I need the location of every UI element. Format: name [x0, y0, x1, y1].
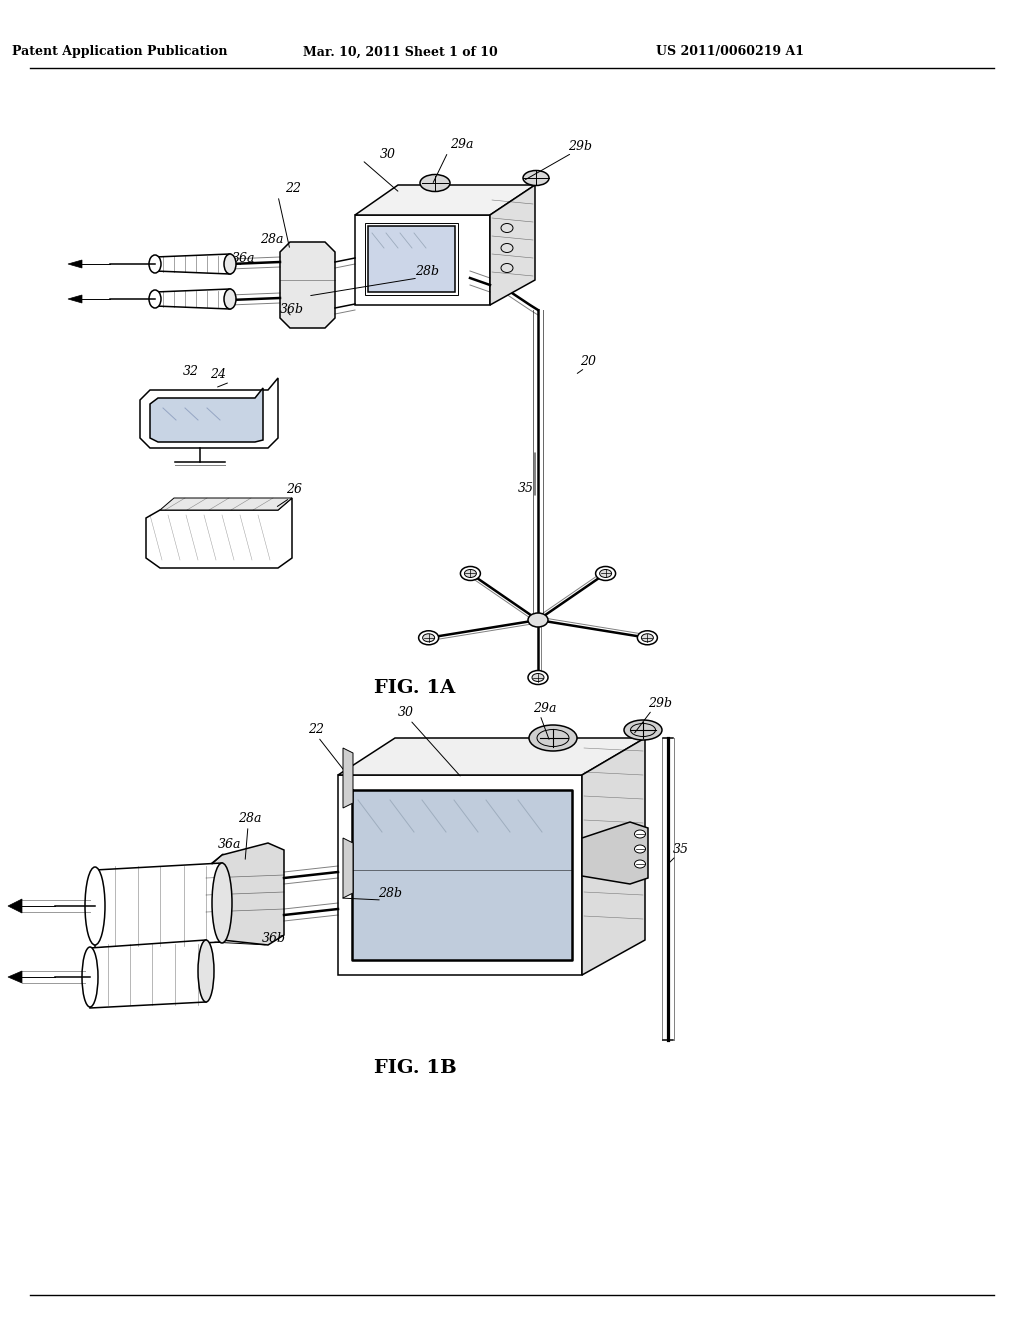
Polygon shape	[206, 843, 284, 945]
Text: FIG. 1B: FIG. 1B	[374, 1059, 457, 1077]
Polygon shape	[582, 822, 648, 884]
Text: 29b: 29b	[648, 697, 672, 710]
Polygon shape	[140, 378, 278, 447]
Ellipse shape	[224, 253, 236, 275]
Text: 26: 26	[286, 483, 302, 496]
Text: Mar. 10, 2011 Sheet 1 of 10: Mar. 10, 2011 Sheet 1 of 10	[303, 45, 498, 58]
Ellipse shape	[150, 290, 161, 308]
Text: 30: 30	[380, 148, 396, 161]
Ellipse shape	[637, 631, 657, 644]
Polygon shape	[8, 899, 22, 913]
Text: 36b: 36b	[262, 932, 286, 945]
Text: 29b: 29b	[568, 140, 592, 153]
Ellipse shape	[635, 861, 645, 869]
Text: US 2011/0060219 A1: US 2011/0060219 A1	[656, 45, 804, 58]
Polygon shape	[150, 388, 263, 442]
Ellipse shape	[528, 671, 548, 685]
Text: 30: 30	[398, 706, 414, 719]
Polygon shape	[352, 789, 572, 960]
Text: 29a: 29a	[534, 702, 556, 715]
Text: 36a: 36a	[232, 252, 256, 265]
Ellipse shape	[150, 255, 161, 273]
Ellipse shape	[82, 946, 98, 1007]
Polygon shape	[68, 260, 82, 268]
Ellipse shape	[465, 569, 476, 577]
Polygon shape	[343, 748, 353, 808]
Text: 28a: 28a	[260, 234, 284, 246]
Polygon shape	[338, 738, 645, 775]
Polygon shape	[280, 242, 335, 327]
Text: 22: 22	[285, 182, 301, 195]
Polygon shape	[355, 215, 490, 305]
Ellipse shape	[224, 289, 236, 309]
Polygon shape	[355, 185, 535, 215]
Polygon shape	[95, 863, 222, 948]
Ellipse shape	[212, 863, 232, 942]
Text: 29a: 29a	[450, 139, 473, 150]
Ellipse shape	[501, 264, 513, 272]
Polygon shape	[160, 498, 292, 510]
Ellipse shape	[528, 612, 548, 627]
Ellipse shape	[523, 170, 549, 186]
Polygon shape	[155, 289, 230, 309]
Text: 22: 22	[308, 723, 324, 737]
Ellipse shape	[529, 725, 577, 751]
Ellipse shape	[85, 867, 105, 945]
Ellipse shape	[641, 634, 653, 642]
Ellipse shape	[624, 719, 662, 741]
Polygon shape	[368, 226, 455, 292]
Text: 32: 32	[183, 366, 199, 378]
Polygon shape	[146, 498, 292, 568]
Ellipse shape	[635, 830, 645, 838]
Ellipse shape	[198, 940, 214, 1002]
Ellipse shape	[596, 566, 615, 581]
Text: 20: 20	[580, 355, 596, 368]
Text: 36b: 36b	[280, 304, 304, 315]
Ellipse shape	[532, 673, 544, 681]
Polygon shape	[490, 185, 535, 305]
Polygon shape	[90, 940, 206, 1008]
Polygon shape	[155, 253, 230, 275]
Ellipse shape	[635, 845, 645, 853]
Ellipse shape	[419, 631, 438, 644]
Text: 35: 35	[518, 482, 534, 495]
Ellipse shape	[501, 223, 513, 232]
Polygon shape	[338, 775, 582, 975]
Text: 36a: 36a	[218, 838, 242, 851]
Text: 28a: 28a	[238, 812, 261, 825]
Polygon shape	[68, 294, 82, 304]
Text: 35: 35	[673, 843, 689, 855]
Text: FIG. 1A: FIG. 1A	[375, 678, 456, 697]
Polygon shape	[343, 838, 353, 898]
Text: Patent Application Publication: Patent Application Publication	[12, 45, 227, 58]
Ellipse shape	[423, 634, 434, 642]
Ellipse shape	[501, 243, 513, 252]
Ellipse shape	[420, 174, 450, 191]
Polygon shape	[582, 738, 645, 975]
Ellipse shape	[600, 569, 611, 577]
Text: 24: 24	[210, 368, 226, 381]
Polygon shape	[8, 972, 22, 983]
Text: 28b: 28b	[415, 265, 439, 279]
Ellipse shape	[461, 566, 480, 581]
Text: 28b: 28b	[378, 887, 402, 900]
